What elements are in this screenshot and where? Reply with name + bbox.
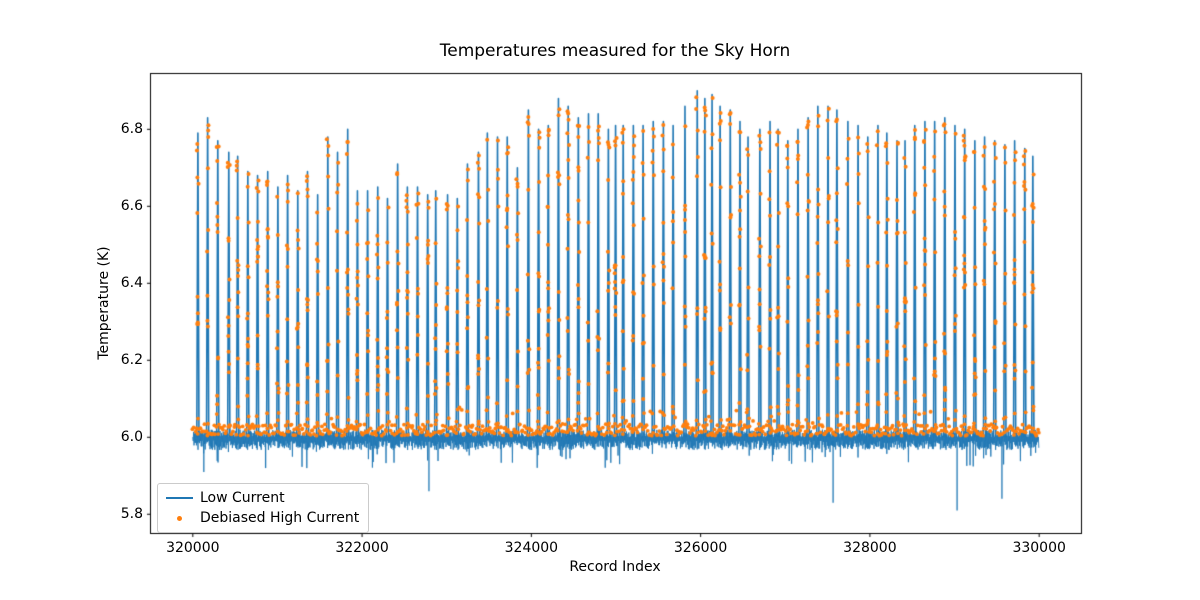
x-tick-label: 324000 bbox=[504, 540, 559, 556]
y-tick-label: 6.2 bbox=[120, 352, 143, 369]
x-tick-label: 322000 bbox=[335, 540, 389, 556]
legend: Low Current Debiased High Current bbox=[157, 483, 370, 533]
y-tick-label: 6.8 bbox=[120, 121, 143, 138]
y-axis-label: Temperature (K) bbox=[96, 246, 112, 360]
legend-item-low-current: Low Current bbox=[166, 488, 359, 508]
line-sample-icon bbox=[166, 497, 193, 499]
dot-sample-icon bbox=[177, 515, 182, 521]
x-tick-label: 330000 bbox=[1012, 540, 1066, 556]
legend-label-low-current: Low Current bbox=[200, 490, 285, 506]
legend-dot-swatch bbox=[166, 515, 193, 521]
x-tick-label: 326000 bbox=[673, 540, 728, 556]
legend-label-debiased-high-current: Debiased High Current bbox=[200, 510, 360, 526]
chart-title: Temperatures measured for the Sky Horn bbox=[439, 41, 791, 61]
x-tick-label: 328000 bbox=[843, 540, 897, 556]
legend-line-swatch bbox=[166, 497, 193, 499]
y-tick-label: 6.6 bbox=[120, 198, 143, 215]
y-tick-label: 6.0 bbox=[120, 429, 143, 446]
x-tick-label: 320000 bbox=[166, 540, 220, 556]
x-axis-label: Record Index bbox=[569, 559, 661, 575]
y-tick-label: 6.4 bbox=[120, 275, 143, 292]
y-tick-label: 5.8 bbox=[120, 506, 143, 523]
legend-item-debiased-high-current: Debiased High Current bbox=[166, 508, 359, 528]
